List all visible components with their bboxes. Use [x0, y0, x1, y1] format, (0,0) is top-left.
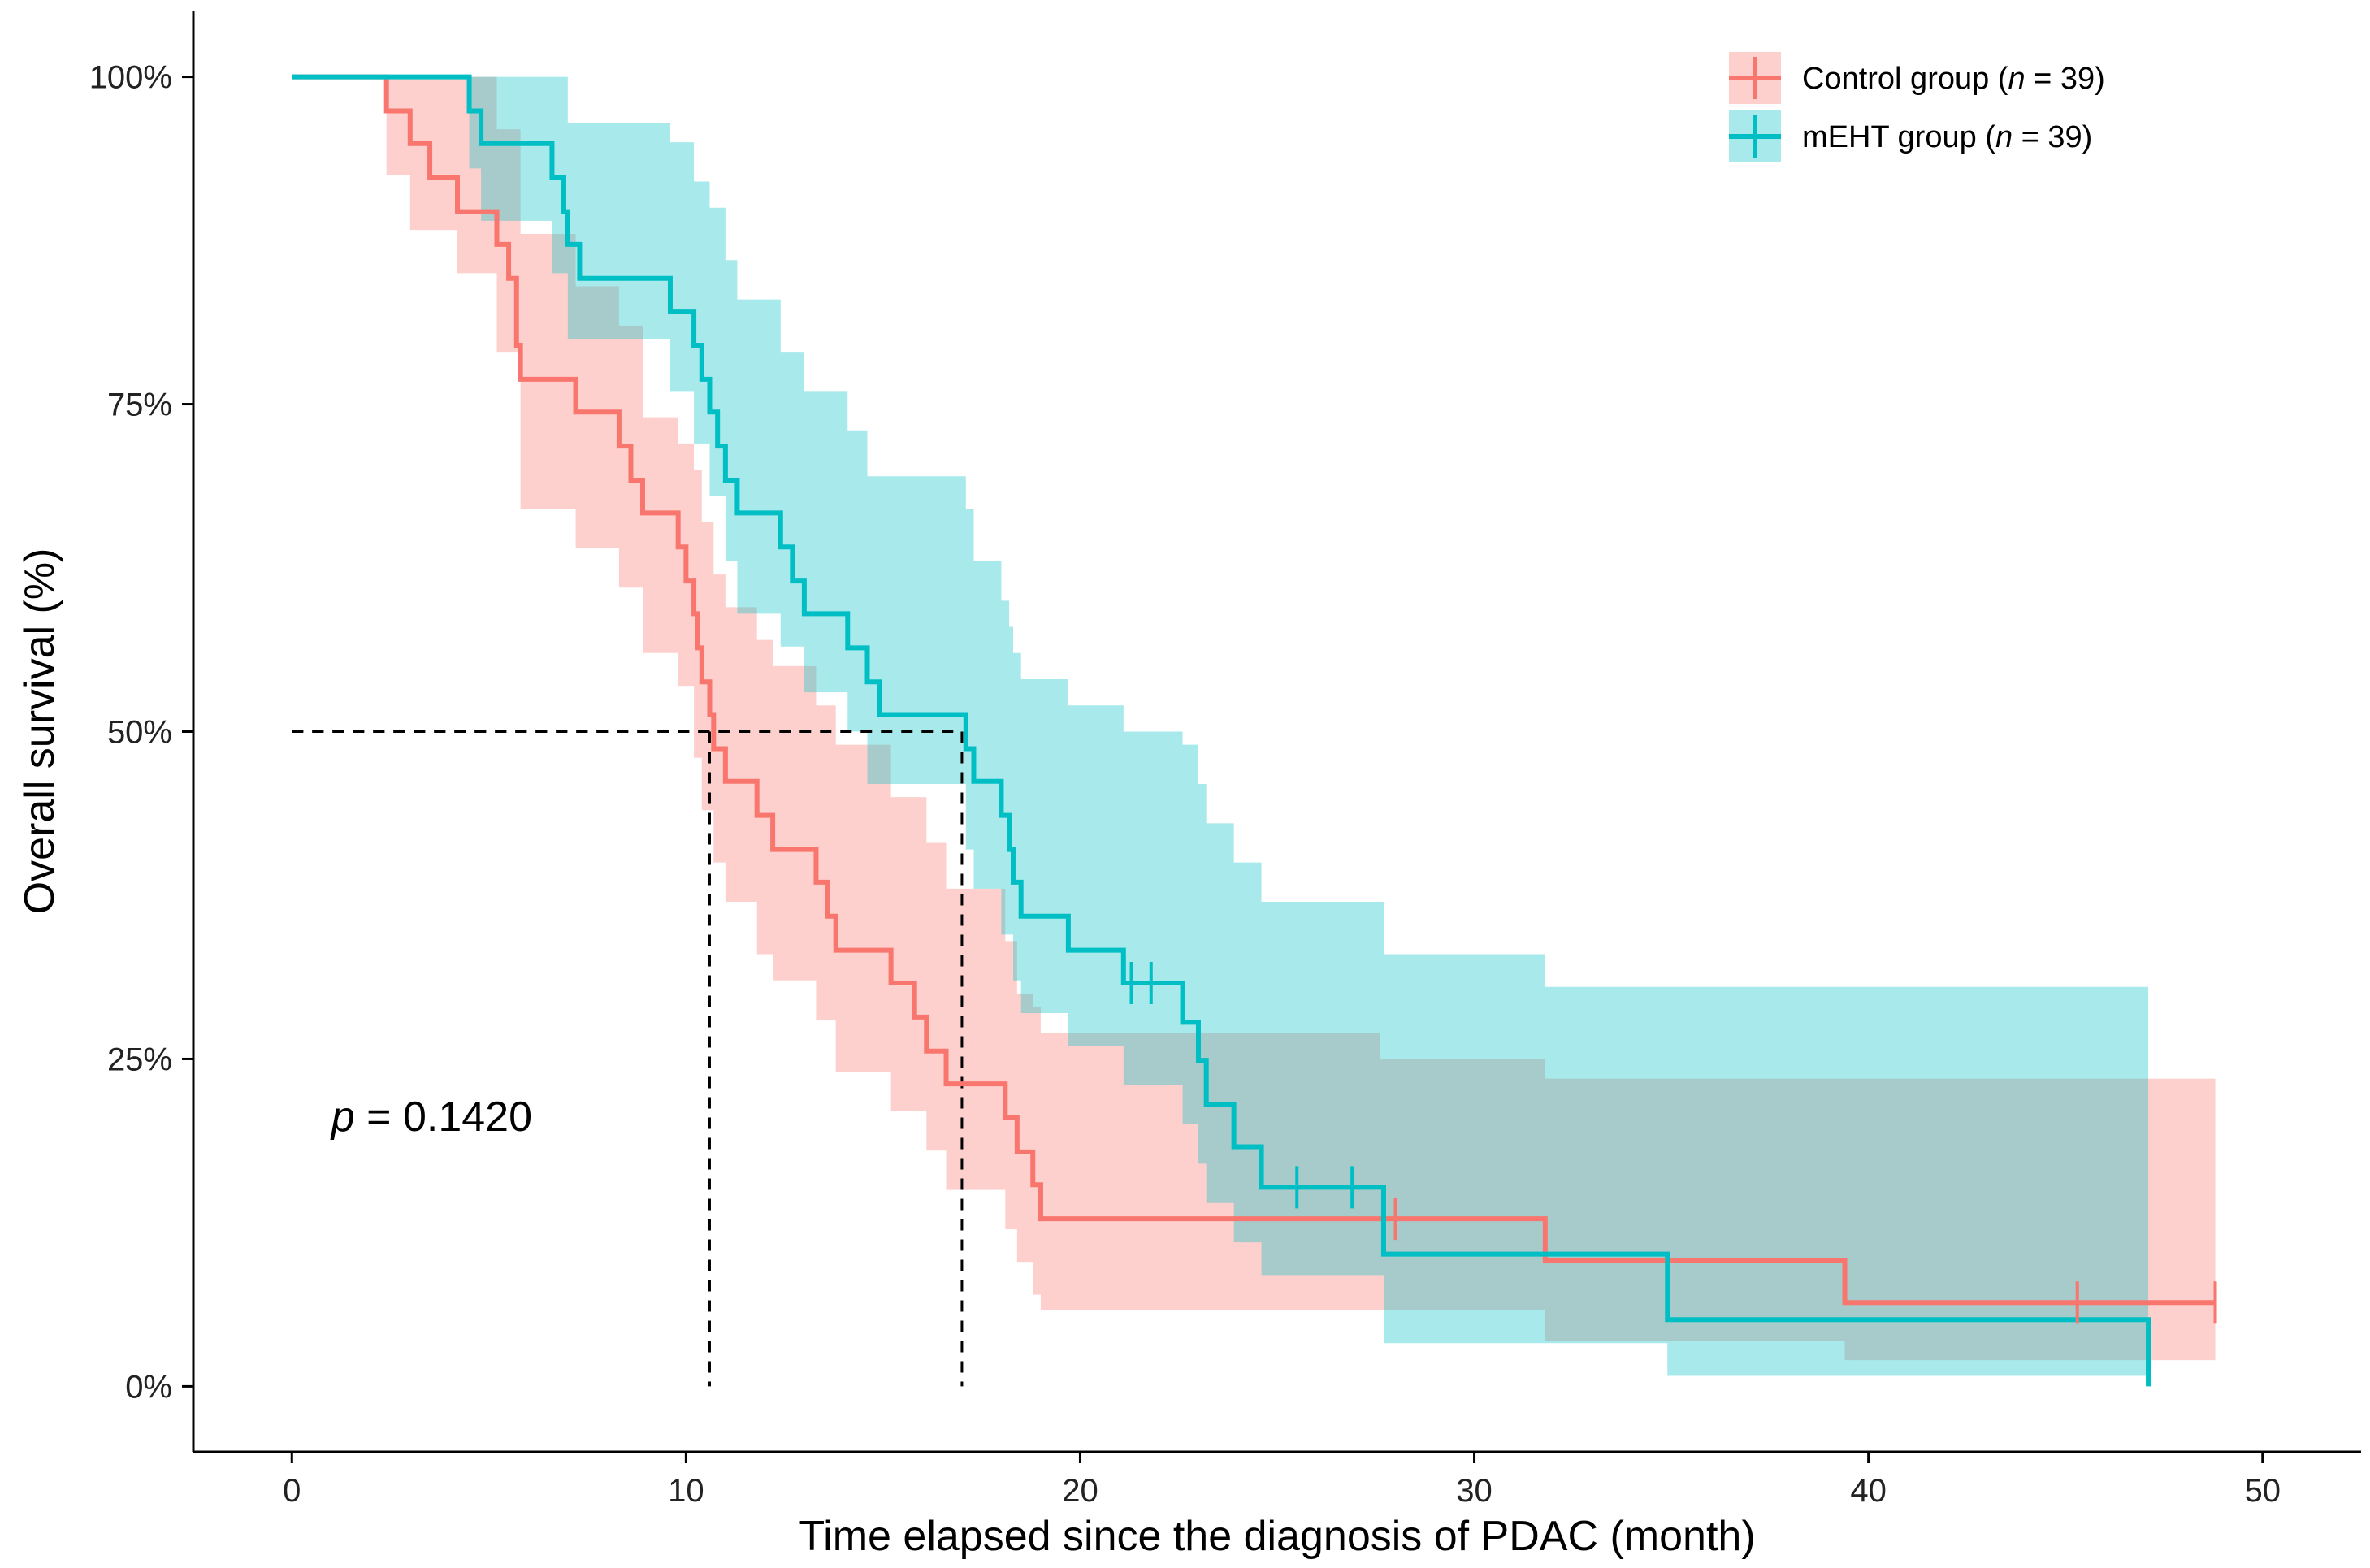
x-tick-label-30: 30 [1456, 1473, 1493, 1509]
y-tick-label-0: 0% [125, 1369, 172, 1405]
legend-control-label-n: n [2008, 62, 2025, 96]
x-tick-label-10: 10 [668, 1473, 704, 1509]
legend-meht-label-suffix: = 39) [2013, 120, 2092, 154]
p-symbol: p [330, 1094, 355, 1141]
band-meht [292, 76, 2149, 1376]
x-axis-title: Time elapsed since the diagnosis of PDAC… [799, 1513, 1755, 1560]
p-value-text: = 0.1420 [355, 1094, 532, 1141]
y-axis-title: Overall survival (%) [16, 548, 63, 915]
x-ticks: 0 10 20 30 40 50 [283, 1452, 2281, 1509]
legend-meht-label-n: n [1995, 120, 2013, 154]
legend-control-label: Control group (n = 39) [1802, 62, 2105, 96]
survival-curves [292, 74, 2216, 1387]
legend-meht-label: mEHT group (n = 39) [1802, 120, 2092, 154]
legend-meht-label-prefix: mEHT group ( [1802, 120, 1995, 154]
band-control [292, 76, 2216, 1361]
y-tick-label-100: 100% [89, 60, 172, 96]
legend-control-label-prefix: Control group ( [1802, 62, 2008, 96]
x-tick-label-50: 50 [2244, 1473, 2281, 1509]
x-tick-label-40: 40 [1850, 1473, 1887, 1509]
median-lines [292, 730, 964, 1387]
y-tick-label-75: 75% [107, 388, 172, 423]
x-tick-label-20: 20 [1062, 1473, 1098, 1509]
censor-marks [1129, 961, 2217, 1324]
legend: Control group (n = 39)mEHT group (n = 39… [1729, 52, 2105, 162]
y-tick-label-25: 25% [107, 1042, 172, 1077]
x-tick-label-0: 0 [283, 1473, 301, 1509]
legend-control-label-suffix: = 39) [2026, 62, 2105, 96]
y-tick-label-50: 50% [107, 715, 172, 751]
curve-meht [292, 74, 2151, 1387]
curve-control [292, 74, 2216, 1306]
confidence-bands [292, 76, 2216, 1376]
y-ticks: 0% 25% 50% 75% 100% [89, 60, 193, 1405]
p-value-annotation: p = 0.1420 [330, 1094, 532, 1141]
